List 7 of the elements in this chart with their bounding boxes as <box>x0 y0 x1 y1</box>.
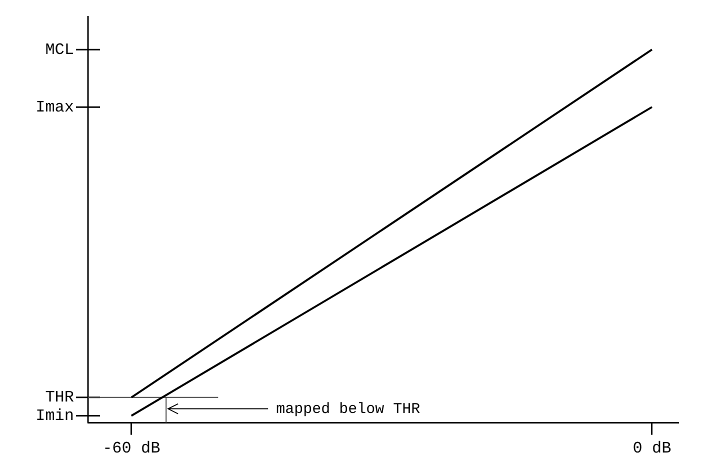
ref-line-label: THR <box>45 388 74 407</box>
ref-line-label: Imax <box>36 98 74 116</box>
ref-line-label: Imin <box>36 406 74 425</box>
x-tick-label: -60 dB <box>102 440 160 458</box>
annotation: mapped below THR <box>276 400 420 418</box>
x-tick-label: 0 dB <box>632 440 672 458</box>
ref-line-label: MCL <box>45 40 74 59</box>
